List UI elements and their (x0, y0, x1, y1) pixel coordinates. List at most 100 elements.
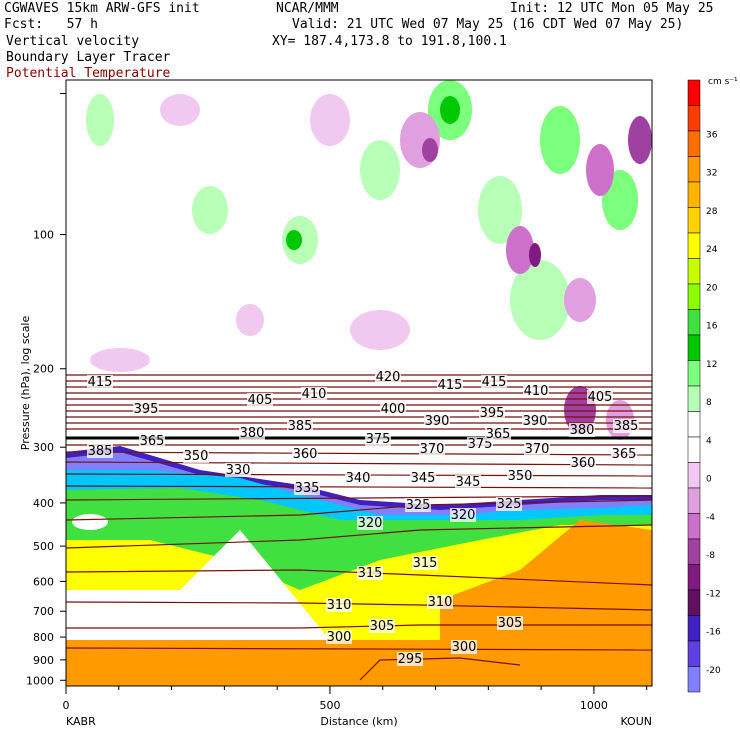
y-tick-label: 300 (33, 441, 54, 454)
colorbar-tick-label: -20 (706, 666, 721, 676)
svg-text:395: 395 (134, 402, 159, 417)
colorbar-swatch (687, 232, 701, 259)
theta-label: 415 (481, 375, 507, 390)
colorbar-swatch (687, 181, 701, 208)
colorbar-tick-label: 20 (706, 283, 718, 293)
theta-label: 325 (405, 498, 431, 513)
theta-label: 300 (326, 630, 352, 645)
x-axis-label: Distance (km) (320, 715, 397, 728)
colorbar-swatch (687, 207, 701, 234)
svg-text:410: 410 (302, 387, 327, 402)
svg-text:345: 345 (456, 475, 481, 490)
svg-text:365: 365 (486, 427, 511, 442)
theta-label: 295 (397, 652, 423, 667)
theta-label: 385 (287, 419, 313, 434)
svg-text:415: 415 (438, 378, 463, 393)
colorbar-tick-label: 12 (706, 360, 717, 370)
theta-label: 360 (292, 447, 318, 462)
colorbar-tick-label: -4 (706, 513, 715, 523)
svg-text:320: 320 (358, 516, 383, 531)
svg-text:365: 365 (612, 447, 637, 462)
svg-text:405: 405 (248, 393, 273, 408)
theta-label: 410 (523, 384, 549, 399)
theta-label: 330 (225, 463, 251, 478)
colorbar-tick-label: -12 (706, 589, 721, 599)
theta-label: 405 (247, 393, 273, 408)
colorbar-swatch (687, 589, 701, 616)
theta-label: 340 (345, 471, 371, 486)
left-endpoint-label: KABR (66, 715, 96, 728)
colorbar-swatch (687, 360, 701, 387)
theta-label: 385 (87, 444, 113, 459)
theta-label: 365 (611, 447, 637, 462)
theta-label: 415 (437, 378, 463, 393)
theta-label: 395 (133, 402, 159, 417)
svg-text:295: 295 (398, 652, 423, 667)
theta-label: 365 (139, 434, 165, 449)
theta-label: 385 (613, 419, 639, 434)
colorbar-swatch (687, 105, 701, 132)
theta-label: 310 (427, 595, 453, 610)
y-tick-label: 500 (33, 540, 54, 553)
y-tick-label: 900 (33, 654, 54, 667)
theta-label: 320 (357, 516, 383, 531)
colorbar-swatch (687, 487, 701, 514)
field-vertical-velocity: Vertical velocity (6, 34, 140, 49)
svg-text:420: 420 (376, 370, 401, 385)
colorbar-tick-label: 4 (706, 436, 712, 446)
svg-text:310: 310 (327, 598, 352, 613)
colorbar-tick-label: -16 (706, 628, 721, 638)
colorbar-tick-label: 36 (706, 130, 718, 140)
svg-text:390: 390 (425, 414, 450, 429)
theta-label: 345 (410, 471, 436, 486)
theta-label: 315 (357, 566, 383, 581)
svg-text:390: 390 (523, 414, 548, 429)
svg-text:310: 310 (428, 595, 453, 610)
colorbar-swatch (687, 564, 701, 591)
colorbar-tick-label: 0 (706, 475, 712, 485)
theta-label: 350 (183, 449, 209, 464)
svg-text:385: 385 (288, 419, 313, 434)
svg-text:325: 325 (497, 497, 522, 512)
colorbar-swatch (687, 283, 701, 310)
colorbar-swatch (687, 156, 701, 183)
colorbar-tick-label: 8 (706, 398, 712, 408)
colorbar-swatch (687, 309, 701, 336)
svg-text:350: 350 (508, 469, 533, 484)
colorbar-tick-label: 16 (706, 322, 718, 332)
svg-text:300: 300 (327, 630, 352, 645)
svg-text:410: 410 (524, 384, 549, 399)
y-tick-label: 200 (33, 363, 54, 376)
svg-text:315: 315 (413, 556, 438, 571)
svg-text:305: 305 (498, 616, 523, 631)
theta-label: 370 (524, 442, 550, 457)
theta-label: 350 (507, 469, 533, 484)
theta-label: 390 (424, 414, 450, 429)
svg-text:330: 330 (226, 463, 251, 478)
svg-text:415: 415 (482, 375, 507, 390)
theta-label: 390 (522, 414, 548, 429)
colorbar-swatch (687, 130, 701, 157)
x-axis-ticks: 0 500 1000 (63, 686, 648, 712)
svg-text:380: 380 (570, 423, 595, 438)
svg-text:335: 335 (295, 481, 320, 496)
colorbar-swatch (687, 79, 701, 106)
theta-label: 380 (569, 423, 595, 438)
svg-text:325: 325 (406, 498, 431, 513)
theta-label: 360 (570, 456, 596, 471)
theta-label: 345 (455, 475, 481, 490)
y-tick-label: 600 (33, 575, 54, 588)
valid-time: Valid: 21 UTC Wed 07 May 25 (16 CDT Wed … (292, 17, 684, 32)
svg-text:320: 320 (451, 508, 476, 523)
colorbar-tick-label: 32 (706, 169, 717, 179)
plot-frame (65, 79, 653, 687)
svg-text:340: 340 (346, 471, 371, 486)
theta-label: 315 (412, 556, 438, 571)
init-time: Init: 12 UTC Mon 05 May 25 (510, 1, 714, 16)
theta-contour-labels: 415 420 415 415 410 410 405 405 395 400 395 390 390 3… (87, 370, 639, 667)
theta-label: 370 (419, 442, 445, 457)
colorbar-swatch (687, 436, 701, 463)
svg-text:350: 350 (184, 449, 209, 464)
svg-text:415: 415 (88, 375, 113, 390)
